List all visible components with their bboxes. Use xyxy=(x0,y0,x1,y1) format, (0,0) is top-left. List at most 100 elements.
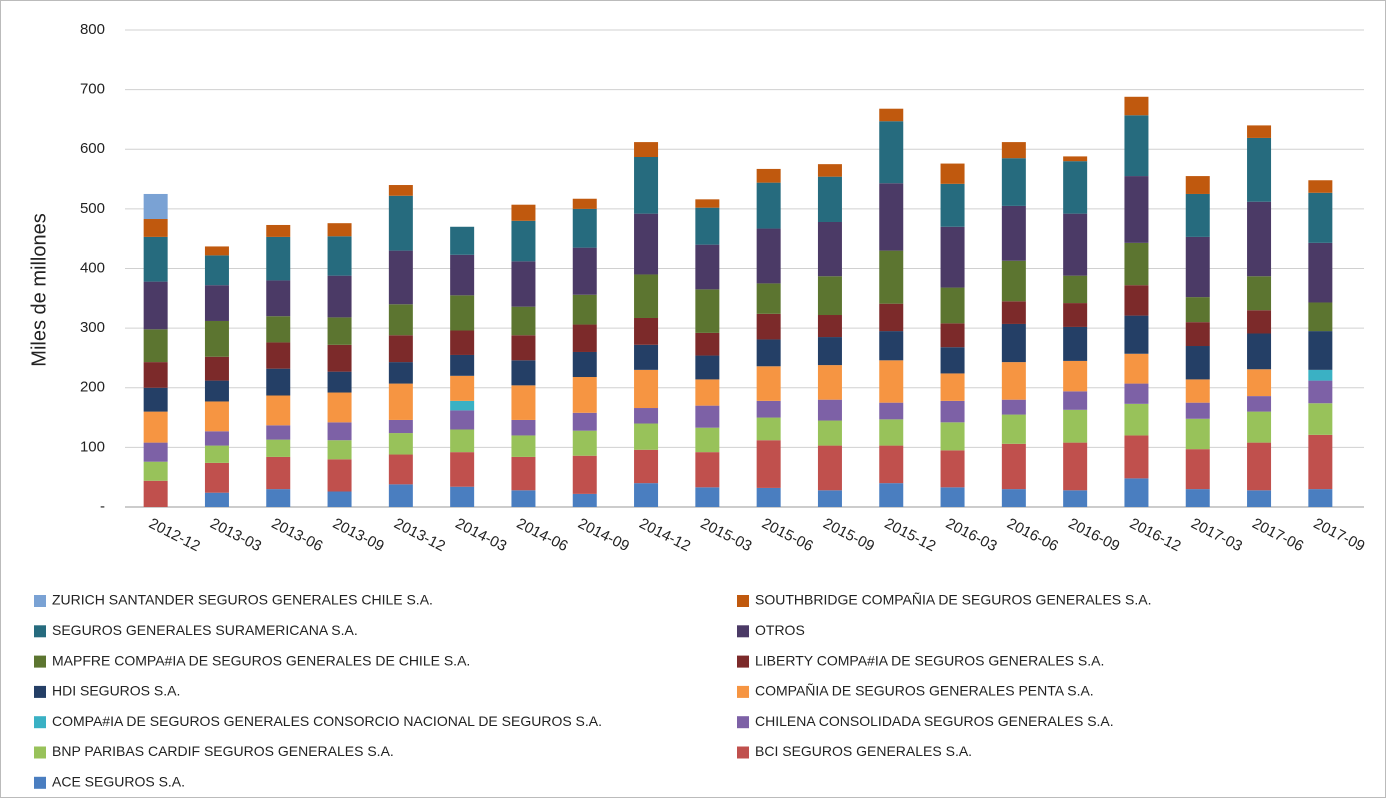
bar-segment xyxy=(450,254,475,296)
legend-label: SEGUROS GENERALES SURAMERICANA S.A. xyxy=(52,622,358,638)
bar-segment xyxy=(511,306,536,336)
legend-label: OTROS xyxy=(755,622,805,638)
bar-segment xyxy=(572,294,597,325)
legend-swatch xyxy=(737,625,749,638)
bar-segment xyxy=(634,408,659,424)
y-tick-label: 500 xyxy=(80,200,105,217)
bar-segment xyxy=(756,313,781,340)
bar-segment xyxy=(204,445,229,463)
bar-segment xyxy=(511,261,536,307)
bar-segment xyxy=(940,226,965,288)
y-tick-label: 800 xyxy=(80,21,105,38)
bar-segment xyxy=(1001,399,1026,415)
bar-segment xyxy=(695,355,720,380)
bar-segment xyxy=(388,304,413,336)
bar-segment xyxy=(204,255,229,286)
legend-swatch xyxy=(34,595,46,607)
bar-segment xyxy=(204,285,229,321)
bar-segment xyxy=(1247,310,1272,334)
bar-segment xyxy=(940,323,965,348)
bar-segment xyxy=(266,395,291,426)
bar-segment xyxy=(1063,360,1088,392)
bar-segment xyxy=(756,168,781,183)
bar-segment xyxy=(266,456,291,490)
bar-segment xyxy=(634,449,659,484)
bar-segment xyxy=(1124,242,1149,286)
bar-segment xyxy=(143,387,168,412)
bar-segment xyxy=(1247,396,1272,412)
bar-segment xyxy=(572,198,597,209)
bar-segment xyxy=(817,420,842,446)
bar-segment xyxy=(266,489,291,507)
bar-segment xyxy=(634,274,659,318)
bar-segment xyxy=(204,462,229,493)
bar-segment xyxy=(634,142,659,158)
bar-segment xyxy=(634,317,659,345)
bar-segment xyxy=(450,330,475,355)
bar-segment xyxy=(204,380,229,402)
bar-segment xyxy=(879,108,904,122)
bar-segment xyxy=(756,283,781,314)
bar-segment xyxy=(879,183,904,251)
legend-label: LIBERTY COMPA#IA DE SEGUROS GENERALES S.… xyxy=(755,652,1104,668)
bar-segment xyxy=(143,480,168,507)
bar-segment xyxy=(266,316,291,343)
bar-segment xyxy=(450,486,475,507)
bar-segment xyxy=(1185,236,1210,298)
bar-segment xyxy=(1185,176,1210,194)
bar-segment xyxy=(879,419,904,446)
legend-label: BCI SEGUROS GENERALES S.A. xyxy=(755,743,972,759)
bar-segment xyxy=(817,176,842,222)
bar-segment xyxy=(817,337,842,366)
bar-segment xyxy=(1124,115,1149,177)
bar-segment xyxy=(695,289,720,333)
bar-segment xyxy=(143,362,168,388)
bar-segment xyxy=(388,433,413,455)
bar-segment xyxy=(1185,489,1210,507)
bar-segment xyxy=(1063,213,1088,276)
bar-segment xyxy=(1247,201,1272,277)
bar-segment xyxy=(388,250,413,305)
bar-segment xyxy=(450,429,475,453)
bar-segment xyxy=(327,275,352,318)
bar-segment xyxy=(940,487,965,507)
bar-segment xyxy=(327,422,352,441)
bar-segment xyxy=(1001,489,1026,507)
bar-segment xyxy=(572,493,597,507)
bar-segment xyxy=(756,417,781,441)
bar-segment xyxy=(1124,403,1149,436)
bar-segment xyxy=(266,342,291,369)
bar-segment xyxy=(266,236,291,281)
bar-segment xyxy=(756,339,781,367)
bar-segment xyxy=(1247,276,1272,311)
legend-label: MAPFRE COMPA#IA DE SEGUROS GENERALES DE … xyxy=(52,652,470,668)
bar-segment xyxy=(634,213,659,275)
bar-segment xyxy=(266,224,291,237)
y-tick-label: 700 xyxy=(80,81,105,98)
bar-segment xyxy=(143,411,168,443)
bar-segment xyxy=(143,461,168,481)
bar-segment xyxy=(940,422,965,451)
bar-segment xyxy=(450,400,475,411)
bar-segment xyxy=(572,247,597,295)
bar-segment xyxy=(327,371,352,393)
legend-label: SOUTHBRIDGE COMPAÑIA DE SEGUROS GENERALE… xyxy=(755,592,1152,608)
bar-segment xyxy=(879,445,904,484)
y-tick-label: - xyxy=(100,498,105,515)
bar-segment xyxy=(143,236,168,282)
bar-segment xyxy=(1063,275,1088,304)
bar-segment xyxy=(388,383,413,420)
bar-segment xyxy=(1308,434,1333,490)
bar-segment xyxy=(940,163,965,184)
bar-segment xyxy=(1247,369,1272,397)
bar-segment xyxy=(1001,301,1026,324)
bar-segment xyxy=(1063,156,1088,162)
bar-segment xyxy=(1247,490,1272,507)
bar-segment xyxy=(817,445,842,491)
bar-segment xyxy=(388,454,413,485)
legend-swatch xyxy=(737,655,749,668)
bar-segment xyxy=(1001,158,1026,206)
bar-segment xyxy=(1185,379,1210,403)
bar-segment xyxy=(511,385,536,420)
bar-segment xyxy=(940,287,965,324)
